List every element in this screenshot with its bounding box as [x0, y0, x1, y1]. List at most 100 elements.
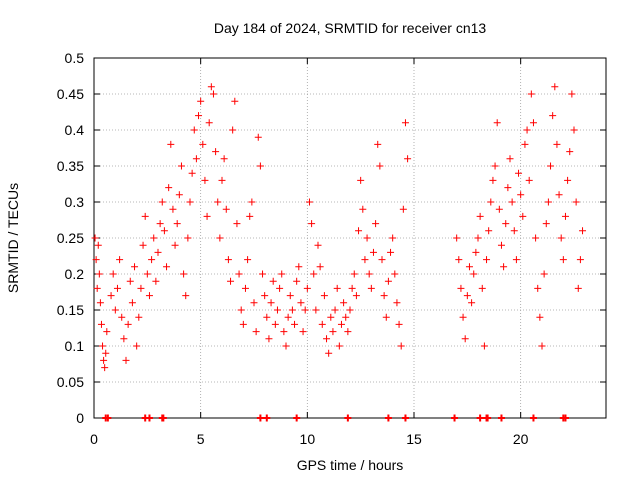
data-point: [241, 284, 249, 292]
data-point: [199, 140, 207, 148]
data-point: [299, 328, 307, 336]
chart-title: Day 184 of 2024, SRMTID for receiver cn1…: [214, 20, 487, 36]
data-point: [457, 284, 465, 292]
data-point: [92, 256, 100, 264]
data-point: [150, 234, 158, 242]
x-axis-label: GPS time / hours: [297, 457, 404, 473]
data-point: [128, 299, 136, 307]
data-point: [393, 299, 401, 307]
data-point: [397, 342, 405, 350]
data-point: [512, 256, 520, 264]
data-point: [525, 176, 533, 184]
data-point: [248, 198, 256, 206]
data-point: [139, 241, 147, 249]
data-point: [145, 292, 153, 300]
data-point: [273, 306, 281, 314]
data-point: [173, 220, 181, 228]
data-point: [568, 90, 576, 98]
data-point: [160, 227, 168, 235]
data-point: [382, 313, 390, 321]
data-point: [316, 263, 324, 271]
data-point: [551, 83, 559, 91]
data-point: [252, 328, 260, 336]
data-point: [141, 212, 149, 220]
data-point: [201, 176, 209, 184]
data-point: [459, 313, 467, 321]
data-point: [256, 162, 264, 170]
data-point: [235, 270, 243, 278]
data-point: [367, 284, 375, 292]
data-point: [214, 198, 222, 206]
baseline-marker: [104, 414, 112, 422]
y-tick-label: 0.15: [57, 302, 84, 318]
x-axis: 0 5 10 15 20: [90, 58, 529, 447]
data-point: [269, 277, 277, 285]
data-point: [239, 320, 247, 328]
data-point: [527, 90, 535, 98]
data-point: [216, 234, 224, 242]
y-tick-label: 0.35: [57, 158, 84, 174]
data-point: [171, 241, 179, 249]
data-point: [293, 277, 301, 285]
data-point: [468, 299, 476, 307]
data-point: [126, 277, 134, 285]
data-point: [325, 349, 333, 357]
data-point: [534, 284, 542, 292]
data-point: [188, 169, 196, 177]
data-point: [305, 198, 313, 206]
data-point: [102, 349, 110, 357]
data-point: [389, 234, 397, 242]
data-point: [331, 306, 339, 314]
data-point: [483, 256, 491, 264]
data-point: [544, 198, 552, 206]
data-point: [536, 313, 544, 321]
data-point: [209, 90, 217, 98]
data-point: [401, 119, 409, 127]
data-point: [540, 270, 548, 278]
data-point: [122, 356, 130, 364]
data-point: [553, 140, 561, 148]
data-point: [101, 364, 109, 372]
baseline-markers: [102, 414, 569, 422]
data-point: [135, 313, 143, 321]
data-point: [579, 227, 587, 235]
data-point: [485, 227, 493, 235]
baseline-marker: [484, 414, 492, 422]
data-point: [463, 292, 471, 300]
baseline-marker: [561, 414, 569, 422]
data-point: [352, 292, 360, 300]
data-point: [348, 284, 356, 292]
data-point: [111, 306, 119, 314]
data-point: [169, 205, 177, 213]
y-tick-label: 0: [76, 410, 84, 426]
data-point: [361, 256, 369, 264]
data-point: [265, 335, 273, 343]
data-point: [131, 263, 139, 271]
data-point: [109, 270, 117, 278]
data-point: [465, 263, 473, 271]
x-tick-label: 5: [197, 431, 205, 447]
data-point: [156, 220, 164, 228]
data-point: [502, 220, 510, 228]
data-point: [310, 270, 318, 278]
data-point: [163, 263, 171, 271]
data-point: [282, 342, 290, 350]
baseline-marker: [476, 414, 484, 422]
data-point: [387, 248, 395, 256]
data-point: [572, 198, 580, 206]
data-point: [561, 212, 569, 220]
data-point: [94, 241, 102, 249]
data-point: [342, 313, 350, 321]
y-tick-label: 0.05: [57, 374, 84, 390]
data-points: [91, 83, 587, 372]
y-tick-label: 0.45: [57, 86, 84, 102]
data-point: [246, 212, 254, 220]
data-point: [542, 220, 550, 228]
data-point: [100, 356, 108, 364]
data-point: [276, 284, 284, 292]
data-point: [154, 248, 162, 256]
data-point: [355, 227, 363, 235]
data-point: [491, 162, 499, 170]
data-point: [372, 220, 380, 228]
data-point: [549, 112, 557, 120]
